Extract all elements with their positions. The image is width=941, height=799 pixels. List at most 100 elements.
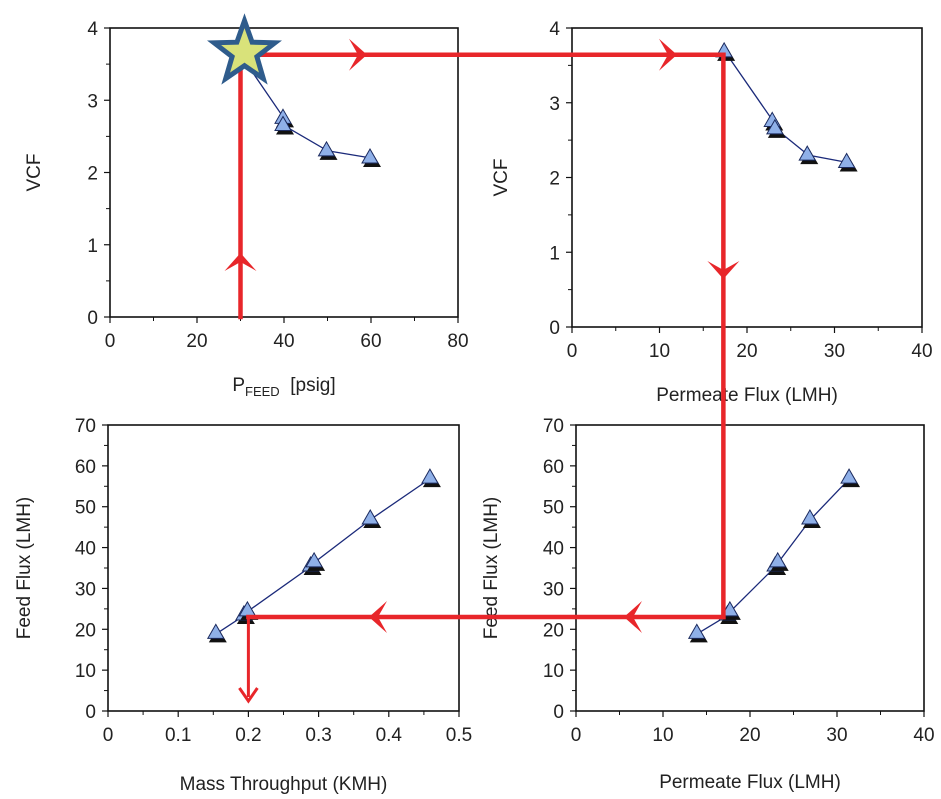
y-tick-label: 1 bbox=[549, 243, 560, 264]
y-axis-label: Feed Flux (LMH) bbox=[481, 497, 502, 640]
y-tick-label: 10 bbox=[543, 661, 564, 682]
x-tick-label: 0.4 bbox=[376, 725, 403, 746]
y-tick-label: 0 bbox=[549, 318, 560, 339]
triangle-marker bbox=[687, 623, 706, 639]
triangle-marker bbox=[837, 152, 856, 169]
triangle-marker bbox=[274, 115, 292, 132]
data-point bbox=[421, 468, 441, 488]
y-tick-label: 30 bbox=[75, 579, 96, 600]
x-tick-label: 40 bbox=[913, 725, 934, 746]
y-tick-label: 1 bbox=[87, 236, 98, 257]
x-tick-label: 0 bbox=[103, 725, 114, 746]
x-tick-label: 60 bbox=[360, 331, 381, 352]
chart-tl: 0 20 40 60 80 0 1 2 3 4 PFEED [psig] VCF bbox=[24, 19, 469, 399]
y-axis-label: VCF bbox=[491, 159, 512, 197]
x-tick-label: 40 bbox=[911, 341, 932, 362]
plot-frame bbox=[571, 27, 923, 328]
data-point bbox=[801, 508, 821, 528]
y-tick-label: 3 bbox=[87, 91, 98, 112]
x-tick-label: 0.2 bbox=[235, 725, 261, 746]
arrow-left-chevron-1 bbox=[624, 601, 642, 634]
series-line bbox=[697, 477, 851, 634]
x-tick-label: 20 bbox=[736, 341, 757, 362]
chart-tr: 0 10 20 30 40 0 1 2 3 4 Permeate Flux (LMH) VCF bbox=[491, 19, 933, 406]
data-point bbox=[206, 623, 227, 643]
x-tick-label: 30 bbox=[824, 341, 845, 362]
y-tick-label: 50 bbox=[75, 498, 96, 519]
x-tick-label: 30 bbox=[826, 725, 847, 746]
data-point bbox=[840, 468, 861, 488]
y-tick-label: 0 bbox=[85, 702, 96, 723]
data-point bbox=[305, 551, 326, 571]
x-axis-label: Mass Throughput (KMH) bbox=[180, 774, 388, 795]
arrow-overlay bbox=[207, 13, 740, 704]
x-tick-label: 20 bbox=[186, 331, 207, 352]
data-point bbox=[720, 600, 741, 620]
x-tick-label: 10 bbox=[649, 341, 670, 362]
x-axis-label: PFEED [psig] bbox=[232, 375, 335, 399]
triangle-marker bbox=[361, 148, 379, 164]
x-axis-label: Permeate Flux (LMH) bbox=[659, 772, 841, 793]
data-point bbox=[687, 623, 708, 643]
y-tick-label: 10 bbox=[75, 661, 96, 682]
data-point bbox=[274, 115, 294, 135]
triangle-marker bbox=[801, 508, 819, 525]
y-tick-label: 3 bbox=[549, 94, 560, 115]
y-tick-label: 60 bbox=[75, 457, 96, 478]
y-tick-label: 40 bbox=[543, 539, 564, 560]
y-tick-label: 0 bbox=[553, 702, 564, 723]
plot-frame bbox=[575, 424, 925, 712]
chart-br: 0 10 20 30 40 0 10 20 30 40 50 60 70 Permeate Flux (L… bbox=[481, 416, 935, 793]
y-tick-label: 20 bbox=[75, 620, 96, 641]
x-tick-label: 0.5 bbox=[446, 725, 472, 746]
x-tick-label: 0.3 bbox=[305, 725, 331, 746]
data-point bbox=[766, 118, 786, 138]
y-tick-label: 2 bbox=[87, 164, 98, 185]
triangle-marker bbox=[720, 600, 739, 617]
arrow-left-chevron-2 bbox=[369, 601, 387, 634]
triangle-marker bbox=[305, 551, 323, 568]
series-line bbox=[724, 51, 848, 164]
y-axis-label: Feed Flux (LMH) bbox=[14, 497, 35, 640]
chart-bl: 0 0.1 0.2 0.3 0.4 0.5 0 10 20 30 40 50 60 70 Mass Thro… bbox=[14, 416, 472, 795]
x-tick-label: 0.1 bbox=[165, 725, 191, 746]
y-tick-label: 4 bbox=[549, 19, 560, 40]
x-tick-label: 20 bbox=[739, 725, 760, 746]
result-arrowhead bbox=[238, 687, 259, 704]
y-tick-label: 0 bbox=[87, 308, 98, 329]
arrow-right-chevron-1 bbox=[349, 38, 367, 71]
arrow-right-chevron-2 bbox=[659, 38, 677, 71]
data-point bbox=[768, 551, 789, 571]
x-axis-label: Permeate Flux (LMH) bbox=[656, 385, 838, 406]
triangle-marker bbox=[768, 551, 787, 568]
triangle-marker bbox=[361, 508, 380, 525]
plot-frame bbox=[107, 424, 460, 712]
data-point bbox=[317, 140, 338, 160]
y-tick-label: 70 bbox=[543, 416, 564, 437]
y-axis-label: VCF bbox=[24, 154, 45, 192]
x-tick-label: 0 bbox=[105, 331, 116, 352]
y-tick-label: 50 bbox=[543, 498, 564, 519]
y-tick-label: 70 bbox=[75, 416, 96, 437]
arrow-up-chevron bbox=[224, 253, 257, 271]
triangle-marker bbox=[421, 468, 439, 484]
triangle-marker bbox=[766, 118, 784, 135]
data-point bbox=[837, 152, 858, 172]
data-point bbox=[361, 508, 382, 528]
plot-frame bbox=[109, 27, 459, 318]
x-tick-label: 80 bbox=[447, 331, 468, 352]
star-icon bbox=[207, 13, 282, 85]
y-tick-label: 4 bbox=[87, 19, 98, 40]
data-point bbox=[798, 145, 819, 165]
arrow-down-chevron bbox=[707, 261, 740, 279]
x-tick-label: 10 bbox=[652, 725, 673, 746]
y-tick-label: 20 bbox=[543, 620, 564, 641]
x-tick-label: 40 bbox=[273, 331, 294, 352]
y-tick-label: 30 bbox=[543, 579, 564, 600]
y-tick-label: 40 bbox=[75, 539, 96, 560]
triangle-marker bbox=[206, 623, 225, 639]
triangle-marker bbox=[317, 140, 336, 157]
y-tick-label: 2 bbox=[549, 169, 560, 190]
x-tick-label: 0 bbox=[571, 725, 582, 746]
